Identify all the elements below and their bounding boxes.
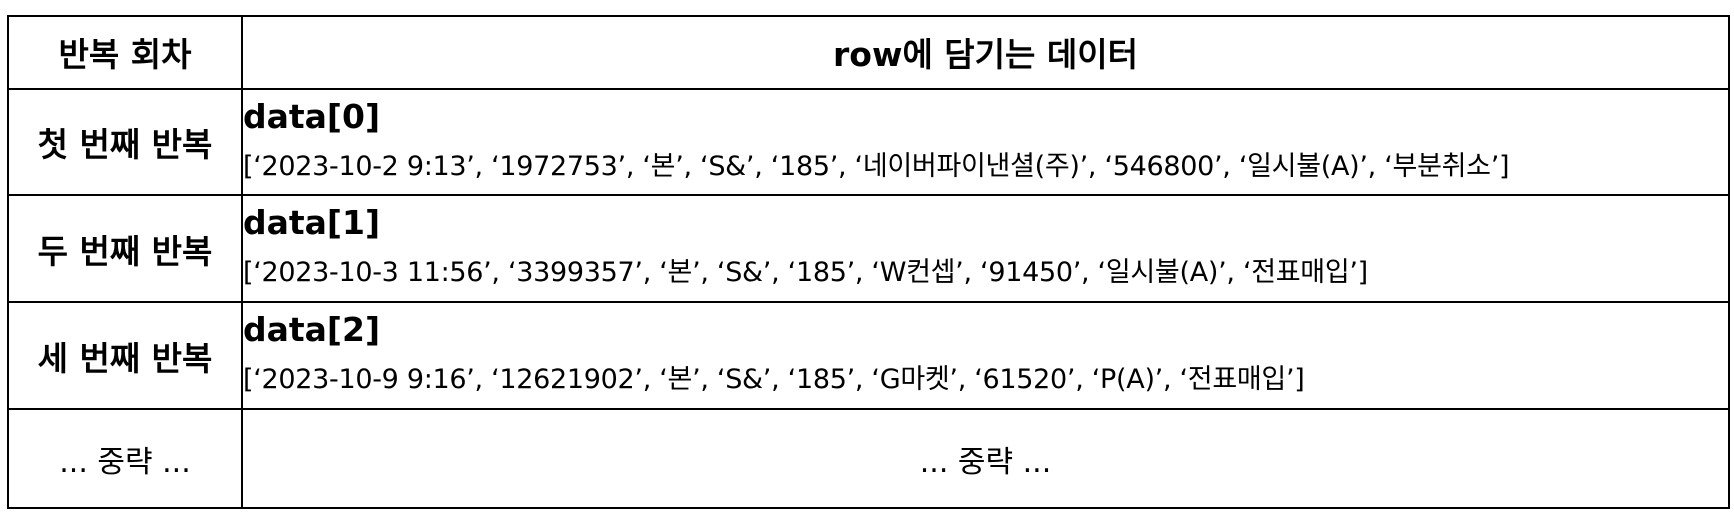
data-values: [‘2023-10-2 9:13’, ‘1972753’, ‘본’, ‘S&’,… <box>243 150 1510 182</box>
table-row: 첫 번째 반복 data[0] [‘2023-10-2 9:13’, ‘1972… <box>7 87 1730 197</box>
table-row: 두 번째 반복 data[1] [‘2023-10-3 11:56’, ‘339… <box>7 194 1730 304</box>
omitted-round-cell: ... 중략 ... <box>7 408 243 509</box>
omitted-content-cell: ... 중략 ... <box>241 408 1730 509</box>
data-label: data[2] <box>243 310 381 350</box>
header-round: 반복 회차 <box>7 15 243 90</box>
data-cell: data[0] [‘2023-10-2 9:13’, ‘1972753’, ‘본… <box>241 87 1730 197</box>
header-row: 반복 회차 row에 담기는 데이터 <box>7 15 1730 90</box>
data-values: [‘2023-10-9 9:16’, ‘12621902’, ‘본’, ‘S&’… <box>243 364 1305 396</box>
iteration-table: 반복 회차 row에 담기는 데이터 첫 번째 반복 data[0] [‘202… <box>7 15 1730 509</box>
data-cell: data[2] [‘2023-10-9 9:16’, ‘12621902’, ‘… <box>241 301 1730 411</box>
header-row-data: row에 담기는 데이터 <box>241 15 1730 90</box>
round-cell: 두 번째 반복 <box>7 194 243 304</box>
round-cell: 첫 번째 반복 <box>7 87 243 197</box>
data-label: data[0] <box>243 96 381 136</box>
round-cell: 세 번째 반복 <box>7 301 243 411</box>
data-label: data[1] <box>243 203 381 243</box>
table-row: 세 번째 반복 data[2] [‘2023-10-9 9:16’, ‘1262… <box>7 301 1730 411</box>
data-cell: data[1] [‘2023-10-3 11:56’, ‘3399357’, ‘… <box>241 194 1730 304</box>
omitted-row: ... 중략 ... ... 중략 ... <box>7 408 1730 509</box>
data-values: [‘2023-10-3 11:56’, ‘3399357’, ‘본’, ‘S&’… <box>243 257 1368 289</box>
